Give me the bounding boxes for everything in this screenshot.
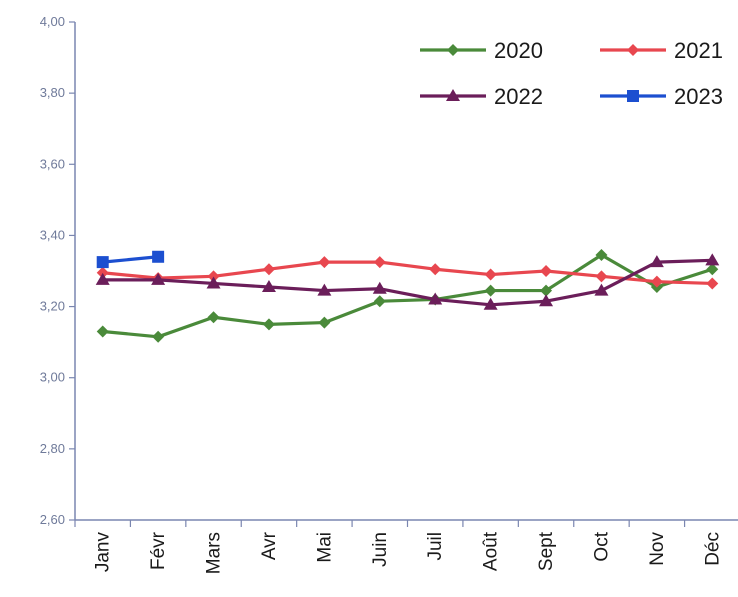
data-point	[96, 266, 109, 279]
data-point	[207, 311, 220, 324]
data-point	[429, 263, 442, 276]
data-point	[152, 250, 165, 263]
series-2023	[96, 250, 165, 269]
data-point	[428, 292, 443, 305]
data-point	[373, 295, 386, 308]
x-tick-label: Mai	[314, 532, 335, 563]
data-point	[540, 284, 553, 297]
data-point	[540, 265, 553, 277]
legend-label: 2022	[494, 84, 543, 109]
legend-item: 2022	[420, 84, 543, 109]
legend-item: 2023	[600, 84, 723, 109]
y-tick-label: 4,00	[40, 14, 65, 29]
y-tick-label: 3,40	[40, 227, 65, 242]
series-2022	[95, 253, 720, 310]
series-2020	[96, 248, 719, 343]
legend-marker	[447, 44, 459, 56]
chart-legend: 2020 2021 2022 2023	[420, 38, 723, 109]
y-tick-label: 3,20	[40, 299, 65, 314]
data-point	[317, 283, 332, 296]
y-tick-label: 3,00	[40, 370, 65, 385]
data-point	[595, 270, 608, 283]
data-point	[539, 294, 554, 307]
data-point	[96, 256, 109, 269]
data-point	[705, 253, 720, 266]
x-tick-label: Déc	[702, 532, 723, 566]
series-line	[102, 260, 713, 286]
data-point	[649, 255, 664, 268]
legend-label: 2023	[674, 84, 723, 109]
x-tick-label: Janv	[93, 532, 114, 573]
x-axis-ticks: Janv Févr Mars Avr Mai Juin Juil Août Sept Oct Nov…	[74, 520, 723, 574]
series-lines	[95, 248, 720, 343]
legend-label: 2020	[494, 38, 543, 63]
data-point	[207, 270, 220, 283]
data-point	[650, 275, 663, 288]
y-tick-label: 3,60	[40, 156, 65, 171]
data-point	[706, 263, 719, 276]
data-point	[152, 330, 165, 343]
legend-item: 2020	[420, 38, 543, 63]
data-point	[151, 272, 166, 285]
series-line	[102, 253, 713, 339]
x-tick-label: Sept	[536, 531, 557, 571]
x-tick-label: Juin	[370, 532, 391, 567]
data-point	[595, 248, 608, 261]
data-point	[372, 281, 387, 294]
y-tick-label: 3,80	[40, 85, 65, 100]
x-tick-label: Août	[481, 531, 502, 571]
x-tick-label: Mars	[204, 532, 225, 574]
x-tick-label: Oct	[591, 531, 612, 561]
series-2021	[96, 256, 719, 290]
data-point	[318, 316, 331, 329]
data-point	[483, 297, 498, 310]
x-tick-label: Févr	[148, 531, 169, 570]
x-tick-label: Nov	[647, 532, 668, 566]
data-point	[484, 268, 497, 281]
legend-marker	[627, 90, 639, 102]
data-point	[484, 284, 497, 297]
data-point	[262, 263, 275, 276]
y-tick-label: 2,80	[40, 441, 65, 456]
data-point	[95, 272, 110, 285]
data-point	[96, 325, 109, 338]
data-point	[262, 318, 275, 331]
data-point	[206, 276, 221, 289]
legend-marker	[627, 44, 639, 56]
y-tick-label: 2,60	[40, 512, 65, 527]
x-tick-label: Avr	[259, 531, 280, 560]
data-point	[261, 280, 276, 293]
data-point	[706, 277, 719, 290]
y-axis-ticks: 2,60 2,80 3,00 3,20 3,40 3,60 3,80 4,00	[40, 14, 75, 527]
legend-label: 2021	[674, 38, 723, 63]
series-line	[102, 258, 713, 307]
data-point	[318, 256, 331, 269]
data-point	[373, 256, 386, 269]
legend-marker	[446, 89, 460, 101]
x-tick-label: Juil	[425, 532, 446, 561]
series-line	[102, 255, 159, 264]
legend-item: 2021	[600, 38, 723, 63]
data-point	[594, 283, 609, 296]
